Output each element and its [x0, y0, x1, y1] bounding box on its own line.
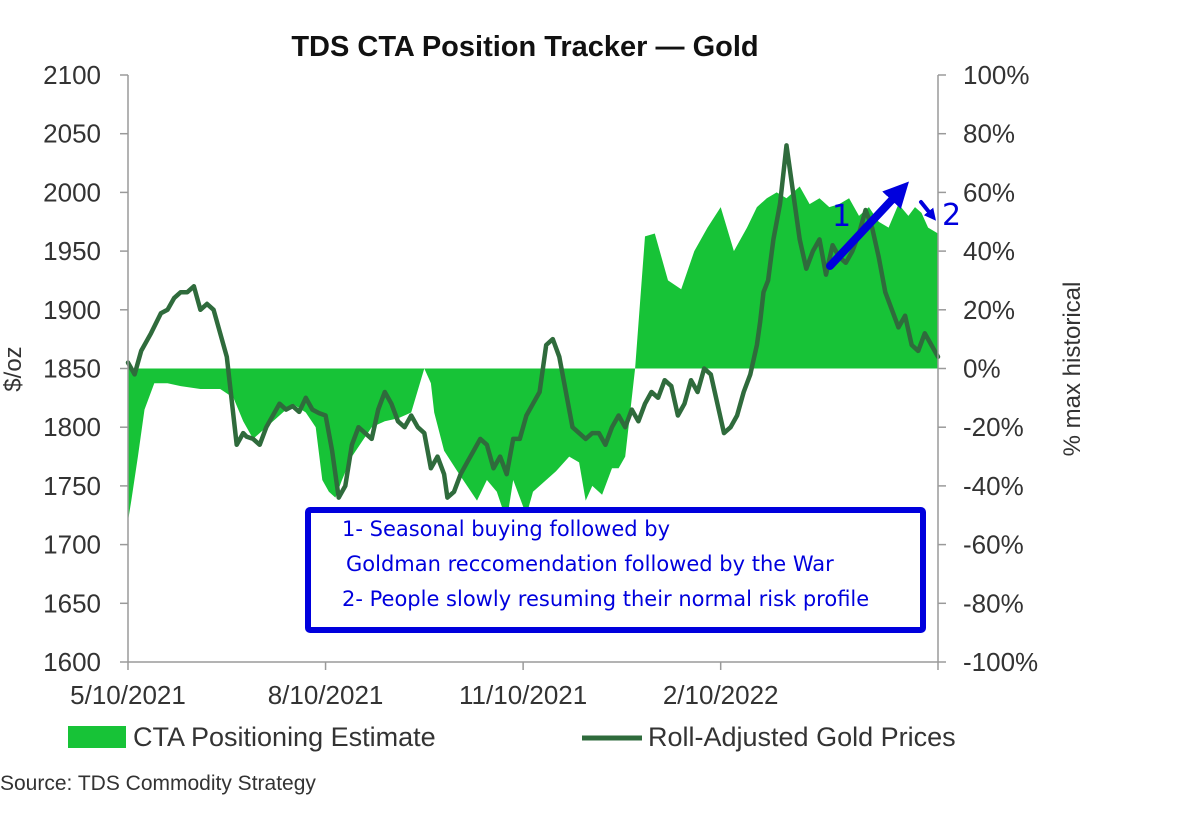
right-y-ticks: 100% 80% 60% 40% 20% 0% -20% -40% -60% -80% -100% — [938, 60, 1038, 677]
right-tick-label: 0% — [963, 354, 1001, 384]
right-tick-label: 80% — [963, 119, 1015, 149]
cta-area-layer — [128, 186, 938, 522]
arrow-2 — [919, 200, 936, 221]
annotation-box — [305, 507, 926, 633]
chart-title: TDS CTA Position Tracker — Gold — [291, 31, 758, 63]
x-tick-label: 5/10/2021 — [70, 680, 186, 710]
right-tick-label: 60% — [963, 177, 1015, 207]
left-tick-label: 2100 — [43, 60, 101, 90]
legend-cta-label: CTA Positioning Estimate — [133, 722, 436, 752]
annotation-line-1: 1- Seasonal buying followed by — [342, 517, 670, 541]
right-tick-label: -80% — [963, 588, 1024, 618]
arrow-2-label: 2 — [942, 198, 961, 233]
source-note: Source: TDS Commodity Strategy — [0, 772, 316, 795]
left-tick-label: 1850 — [43, 354, 101, 384]
right-axis-label: % max historical — [1059, 282, 1086, 457]
left-tick-label: 1650 — [43, 588, 101, 618]
arrow-1-label: 1 — [832, 199, 851, 234]
annotation-line-2: Goldman reccomendation followed by the W… — [346, 552, 834, 576]
left-tick-label: 1900 — [43, 295, 101, 325]
left-tick-label: 1800 — [43, 412, 101, 442]
gold-line-layer — [125, 143, 941, 500]
left-tick-label: 1950 — [43, 236, 101, 266]
right-tick-label: -20% — [963, 412, 1024, 442]
left-tick-label: 2000 — [43, 177, 101, 207]
left-tick-label: 1750 — [43, 471, 101, 501]
left-tick-label: 1700 — [43, 530, 101, 560]
left-axis-label: $/oz — [0, 346, 27, 391]
right-tick-label: -100% — [963, 647, 1038, 677]
left-tick-label: 2050 — [43, 119, 101, 149]
right-tick-label: 20% — [963, 295, 1015, 325]
right-tick-label: 40% — [963, 236, 1015, 266]
annotation-line-3: 2- People slowly resuming their normal r… — [342, 587, 869, 611]
cta-positioning-area — [128, 186, 938, 522]
right-tick-label: 100% — [963, 60, 1030, 90]
x-tick-label: 11/10/2021 — [459, 680, 587, 710]
arrow-1 — [826, 181, 909, 270]
x-tick-label: 8/10/2021 — [268, 680, 384, 710]
right-tick-label: -40% — [963, 471, 1024, 501]
gold-price-line — [125, 143, 941, 500]
left-y-ticks: 2100 2050 2000 1950 1900 1850 1800 1750 1700 1650… — [43, 60, 128, 677]
legend-cta-swatch — [68, 726, 126, 748]
left-tick-label: 1600 — [43, 647, 101, 677]
right-tick-label: -60% — [963, 530, 1024, 560]
x-ticks: 5/10/2021 8/10/2021 11/10/2021 2/10/2022 — [70, 662, 939, 710]
x-tick-label: 2/10/2022 — [663, 680, 779, 710]
legend-gold-label: Roll-Adjusted Gold Prices — [648, 722, 956, 752]
